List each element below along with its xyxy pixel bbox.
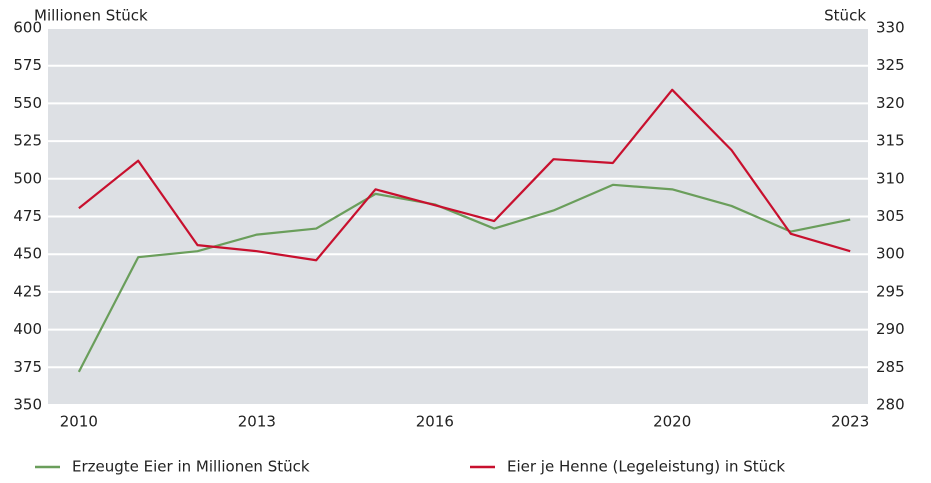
series-line [78,88,851,262]
y2-tick-label: 300 [876,245,905,263]
y2-tick-label: 325 [876,56,905,74]
y-tick-label: 375 [13,358,42,376]
y-tick-label: 575 [13,56,42,74]
y2-axis-label: Stück [824,7,866,25]
y2-tick-label: 285 [876,358,905,376]
y2-tick-label: 305 [876,207,905,225]
y-tick-label: 400 [13,320,42,338]
y-tick-label: 425 [13,282,42,300]
y-axis-label: Millionen Stück [34,7,148,25]
x-tick-label: 2020 [653,413,691,431]
y-tick-label: 525 [13,132,42,150]
legend-label: Erzeugte Eier in Millionen Stück [72,458,310,476]
y-tick-label: 350 [13,396,42,414]
y2-tick-label: 320 [876,94,905,112]
y2-tick-label: 315 [876,132,905,150]
x-tick-label: 2023 [831,413,869,431]
legend-label: Eier je Henne (Legeleistung) in Stück [507,458,785,476]
y-tick-label: 450 [13,245,42,263]
x-tick-label: 2010 [60,413,98,431]
x-tick-label: 2013 [238,413,276,431]
y2-tick-label: 290 [876,320,905,338]
y-tick-label: 500 [13,169,42,187]
y2-tick-label: 295 [876,282,905,300]
y2-tick-label: 310 [876,169,905,187]
y2-tick-label: 280 [876,396,905,414]
y-tick-label: 600 [13,19,42,37]
y2-tick-label: 330 [876,19,905,37]
x-tick-label: 2016 [416,413,454,431]
y-tick-label: 475 [13,207,42,225]
series-line [77,183,851,373]
y-tick-label: 550 [13,94,42,112]
